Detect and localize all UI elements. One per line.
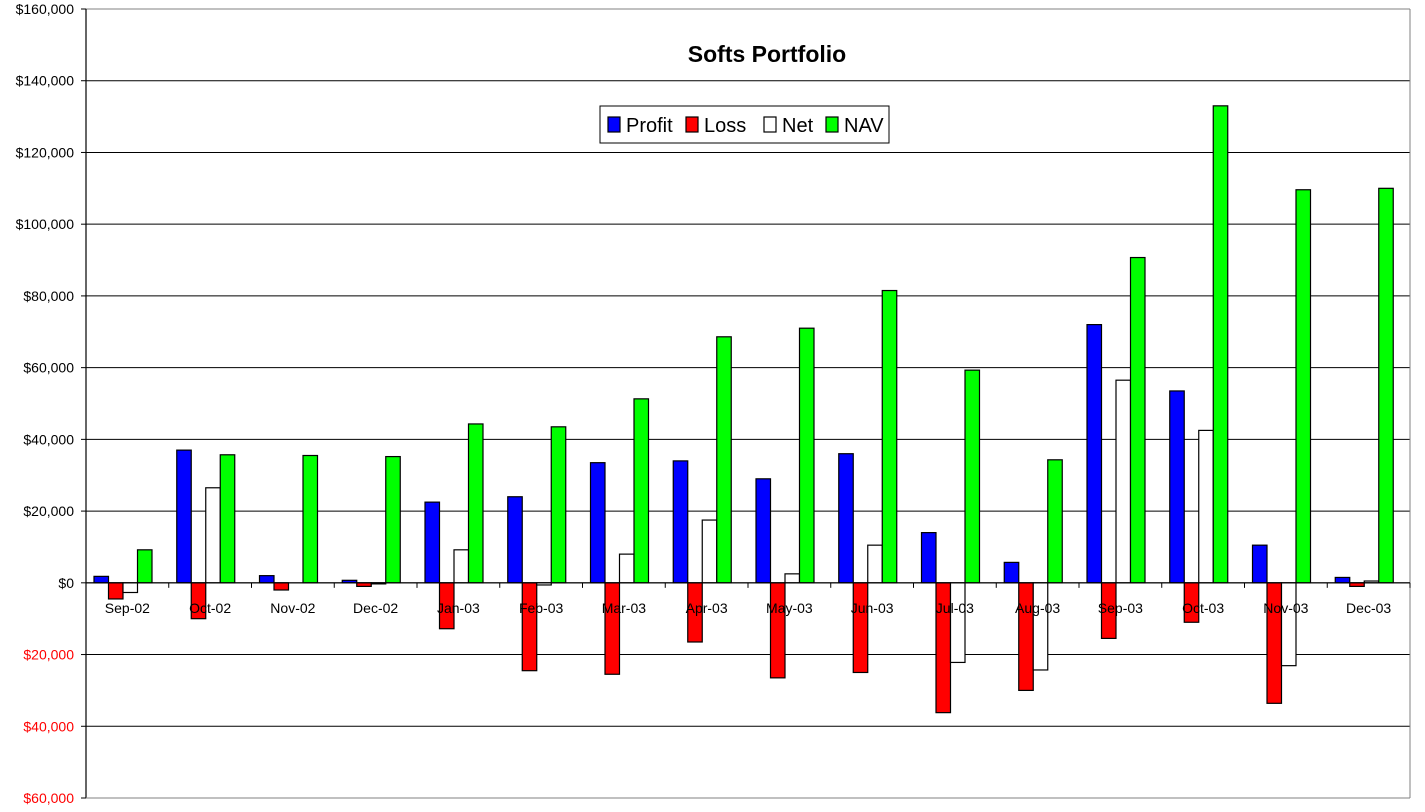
x-tick-label-apr-03: Apr-03 (686, 600, 728, 616)
bar-nav-oct-02 (219, 454, 236, 584)
legend-label-nav: NAV (844, 115, 884, 137)
legend-label-net: Net (782, 115, 814, 137)
bar-nav-nov-03 (1295, 189, 1312, 584)
x-tick-label-jun-03: Jun-03 (851, 600, 894, 616)
legend-swatch-nav (825, 116, 839, 133)
bar-profit-nov-02 (258, 575, 275, 584)
y-tick-labels: $160,000 $140,000 $120,000 $100,000 $80,000 $… (16, 1, 75, 806)
y-tick-label: $120,000 (16, 144, 75, 160)
y-tick-label: $60,000 (23, 790, 74, 806)
x-tick-label-nov-03: Nov-03 (1263, 600, 1308, 616)
bar-net-mar-03 (618, 553, 635, 584)
bar-net-oct-02 (205, 487, 221, 584)
bar-nav-jun-03 (881, 289, 898, 584)
x-tick-label-sep-02: Sep-02 (105, 600, 150, 616)
chart-title: Softs Portfolio (688, 41, 846, 67)
bar-profit-sep-02 (93, 575, 110, 584)
bar-net-sep-02 (122, 582, 139, 594)
bar-profit-dec-03 (1334, 576, 1351, 584)
legend-swatch-net (763, 116, 777, 133)
bar-nav-dec-02 (385, 455, 401, 584)
bar-loss-may-03 (769, 582, 786, 679)
x-tick-label-jul-03: Jul-03 (936, 600, 974, 616)
y-tick-label: $20,000 (23, 647, 74, 663)
y-tick-label: $80,000 (23, 288, 74, 304)
bar-net-may-03 (784, 573, 801, 584)
y-tick-label: $20,000 (23, 503, 74, 519)
bar-nav-dec-03 (1378, 187, 1394, 584)
x-tick-label-sep-03: Sep-03 (1098, 600, 1143, 616)
bar-nav-apr-03 (716, 336, 732, 584)
bar-profit-apr-03 (672, 460, 689, 584)
x-tick-label-dec-03: Dec-03 (1346, 600, 1391, 616)
bar-loss-nov-02 (273, 582, 290, 591)
bar-nav-oct-03 (1212, 105, 1229, 584)
bar-profit-jan-03 (424, 501, 441, 584)
bar-profit-mar-03 (589, 462, 606, 584)
legend-label-loss: Loss (704, 115, 746, 137)
legend-label-profit: Profit (626, 115, 673, 137)
bar-nav-aug-03 (1047, 459, 1063, 584)
bar-profit-oct-03 (1169, 390, 1185, 584)
x-tick-label-oct-02: Oct-02 (189, 600, 231, 616)
bar-nav-sep-02 (136, 549, 153, 584)
x-tick-label-oct-03: Oct-03 (1182, 600, 1224, 616)
y-tick-label: $100,000 (16, 216, 75, 232)
y-tick-label: $140,000 (16, 73, 75, 89)
x-tick-label-aug-03: Aug-03 (1015, 600, 1060, 616)
bar-profit-oct-02 (176, 449, 192, 584)
x-tick-label-mar-03: Mar-03 (602, 600, 647, 616)
bar-net-apr-03 (701, 519, 718, 584)
bar-profit-feb-03 (507, 496, 523, 584)
bars (93, 105, 1394, 714)
bar-loss-jun-03 (852, 582, 869, 674)
y-tick-label: $40,000 (23, 718, 74, 734)
bar-net-aug-03 (1032, 582, 1049, 671)
bar-nav-may-03 (798, 327, 815, 584)
bar-net-jun-03 (867, 544, 883, 584)
y-tick-label: $0 (58, 575, 74, 591)
bar-nav-jul-03 (964, 369, 981, 584)
bar-nav-nov-02 (302, 454, 319, 584)
bar-profit-aug-03 (1003, 561, 1020, 584)
bar-nav-mar-03 (633, 398, 650, 584)
bar-net-sep-03 (1115, 379, 1132, 584)
legend: Profit Loss Net NAV (599, 105, 890, 144)
legend-box (599, 105, 890, 144)
y-tick-label: $40,000 (23, 431, 74, 447)
bar-net-nov-03 (1280, 582, 1297, 667)
y-tick-label: $60,000 (23, 360, 74, 376)
bar-loss-sep-02 (107, 582, 124, 600)
bar-profit-sep-03 (1086, 324, 1103, 584)
bar-profit-jul-03 (920, 532, 937, 584)
bar-net-jul-03 (949, 582, 966, 664)
bar-profit-may-03 (755, 478, 772, 584)
bar-nav-jan-03 (467, 423, 484, 584)
bar-profit-jun-03 (838, 453, 854, 584)
x-tick-label-jan-03: Jan-03 (437, 600, 480, 616)
bar-nav-feb-03 (550, 426, 567, 584)
x-tick-label-may-03: May-03 (766, 600, 813, 616)
bar-net-jan-03 (453, 549, 470, 584)
y-tick-label: $160,000 (16, 1, 75, 17)
x-tick-labels: Sep-02 Oct-02 Nov-02 Dec-02 Jan-03 Feb-03 Mar-… (105, 600, 1392, 616)
legend-swatch-loss (685, 116, 699, 133)
x-tick-label-dec-02: Dec-02 (353, 600, 398, 616)
bar-loss-feb-03 (521, 582, 538, 672)
x-tick-label-nov-02: Nov-02 (270, 600, 315, 616)
bar-loss-mar-03 (604, 582, 621, 675)
bar-profit-nov-03 (1251, 544, 1268, 584)
axes (81, 8, 1411, 799)
bar-nav-sep-03 (1129, 256, 1146, 584)
x-tick-label-feb-03: Feb-03 (519, 600, 564, 616)
bar-net-oct-03 (1198, 429, 1214, 584)
legend-swatch-profit (607, 116, 621, 133)
